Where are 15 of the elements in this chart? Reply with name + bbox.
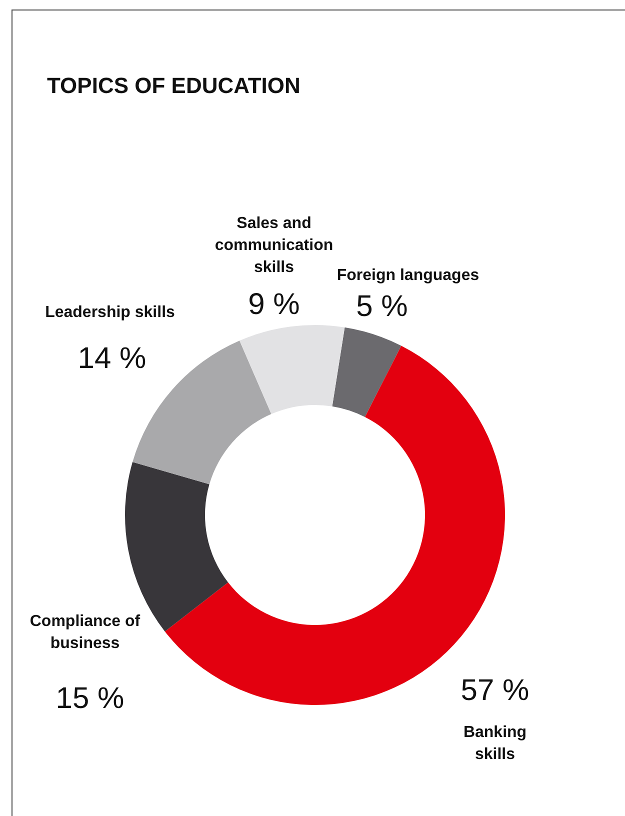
chart-title: TOPICS OF EDUCATION — [47, 73, 300, 98]
data-label: 15 % — [56, 682, 124, 715]
slice-label: Banking skills — [463, 724, 527, 763]
donut-slice — [240, 325, 345, 414]
data-label: 14 % — [78, 342, 146, 375]
slice-label: Foreign languages — [336, 267, 480, 284]
data-label: 9 % — [248, 288, 300, 321]
donut-slice — [164, 346, 505, 705]
data-label: 5 % — [356, 290, 408, 323]
data-label: 57 % — [460, 674, 530, 707]
slice-label: Compliance of business — [30, 613, 141, 652]
donut-slice — [332, 327, 402, 417]
slice-label: Leadership skills — [45, 304, 176, 321]
donut-slice — [125, 462, 228, 632]
slice-label: Sales and communication skills — [214, 215, 334, 276]
